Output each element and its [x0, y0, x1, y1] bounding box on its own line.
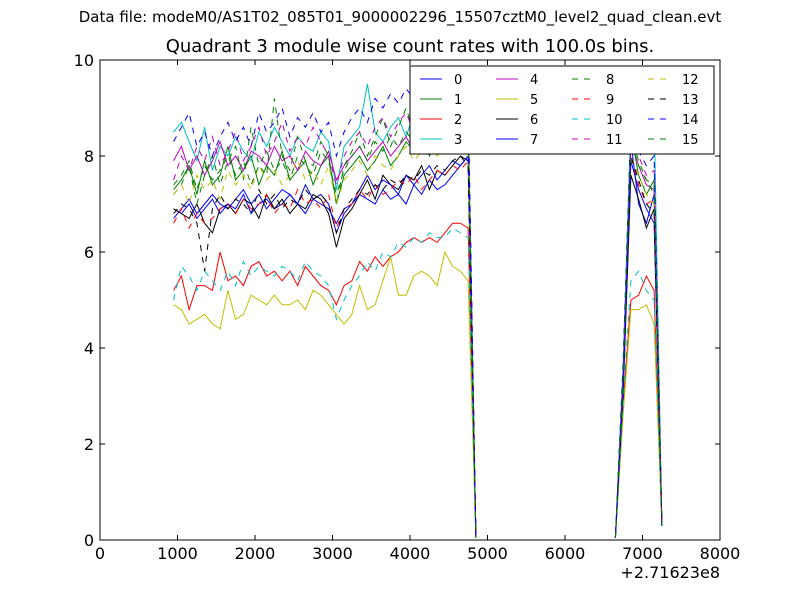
x-tick-label: 2000 [235, 544, 276, 563]
y-tick-label: 2 [84, 435, 94, 454]
legend-label-3: 3 [454, 133, 462, 148]
x-tick-label: 4000 [390, 544, 431, 563]
legend-label-2: 2 [454, 113, 462, 128]
x-tick-label: 0 [95, 544, 105, 563]
series-4-line [173, 121, 477, 538]
x-offset-label: +2.71623e8 [620, 563, 720, 582]
series-15-line [173, 116, 477, 538]
legend-label-15: 15 [682, 133, 699, 148]
series-10-line [173, 227, 477, 538]
series-5-line [614, 304, 663, 538]
legend-label-6: 6 [530, 113, 538, 128]
x-tick-label: 5000 [467, 544, 508, 563]
series-6-line [173, 155, 477, 538]
x-tick-label: 8000 [700, 544, 741, 563]
x-tick-label: 1000 [157, 544, 198, 563]
legend-label-4: 4 [530, 73, 538, 88]
y-tick-label: 10 [74, 51, 94, 70]
series-13-line [614, 155, 663, 538]
legend-label-8: 8 [606, 73, 614, 88]
legend-label-13: 13 [682, 93, 699, 108]
series-10-line [614, 270, 663, 538]
series-11-line [614, 127, 663, 538]
legend-label-10: 10 [606, 113, 623, 128]
series-12-line [173, 136, 477, 538]
legend-label-5: 5 [530, 93, 538, 108]
chart-title: Quadrant 3 module wise count rates with … [165, 36, 655, 57]
series-5-line [173, 250, 477, 538]
series-1-line [173, 126, 477, 538]
legend-label-0: 0 [454, 73, 462, 88]
y-tick-label: 6 [84, 243, 94, 262]
figure-suptitle: Data file: modeM0/AS1T02_085T01_90000022… [78, 8, 722, 26]
y-tick-label: 0 [84, 531, 94, 550]
legend-label-12: 12 [682, 73, 699, 88]
series-15-line [614, 136, 663, 538]
series-9-line [173, 159, 477, 538]
legend-label-9: 9 [606, 93, 614, 108]
series-2-line [173, 222, 477, 538]
y-tick-label: 4 [84, 339, 94, 358]
series-13-line [173, 155, 477, 538]
legend-label-7: 7 [530, 133, 538, 148]
legend-label-14: 14 [682, 113, 699, 128]
legend-label-1: 1 [454, 93, 462, 108]
x-tick-label: 3000 [312, 544, 353, 563]
legend-label-11: 11 [606, 133, 623, 148]
x-tick-label: 7000 [622, 544, 663, 563]
y-tick-label: 8 [84, 147, 94, 166]
x-tick-label: 6000 [545, 544, 586, 563]
